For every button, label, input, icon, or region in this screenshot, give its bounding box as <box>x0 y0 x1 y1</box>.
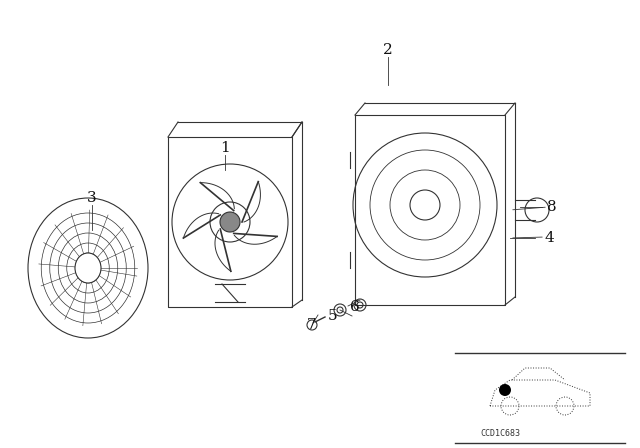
Ellipse shape <box>75 253 101 283</box>
Text: 8: 8 <box>547 200 557 214</box>
Text: 6: 6 <box>350 300 360 314</box>
Text: 7: 7 <box>307 318 317 332</box>
Text: 5: 5 <box>328 309 338 323</box>
Text: 3: 3 <box>87 191 97 205</box>
Circle shape <box>220 212 240 232</box>
Text: 2: 2 <box>383 43 393 57</box>
Text: CCD1C683: CCD1C683 <box>480 429 520 438</box>
Text: 4: 4 <box>544 231 554 245</box>
Text: 1: 1 <box>220 141 230 155</box>
Circle shape <box>499 384 511 396</box>
